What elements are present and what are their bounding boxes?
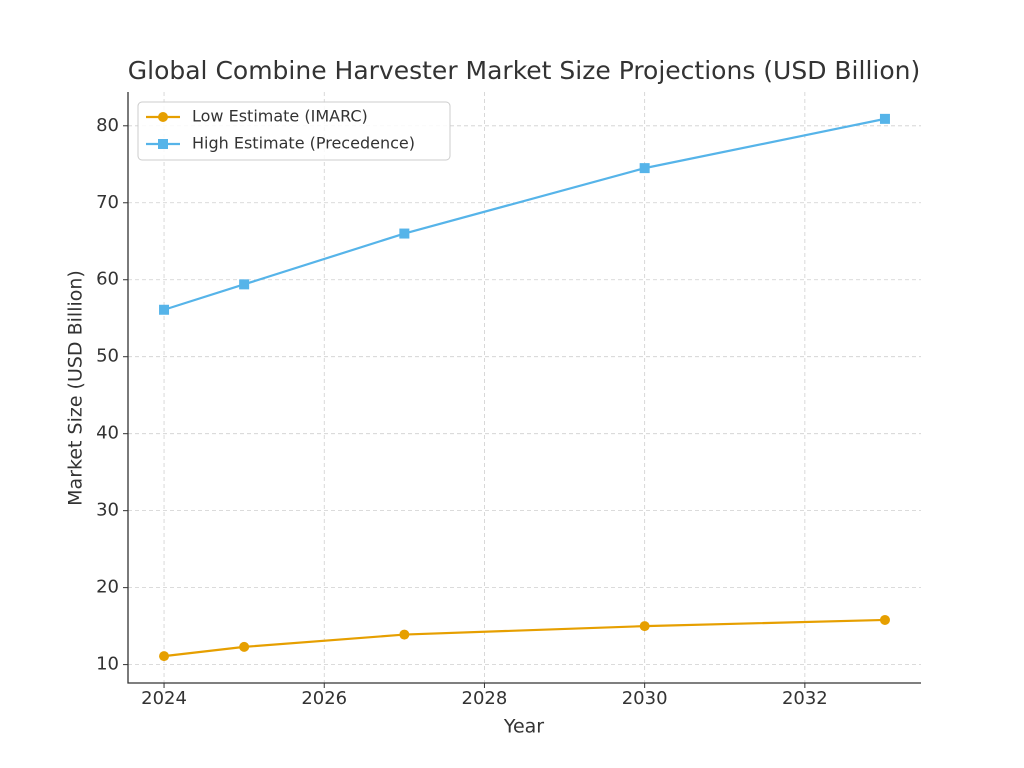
legend-box	[137, 101, 451, 161]
data-point	[159, 651, 170, 662]
y-tick-label: 70	[96, 192, 119, 213]
y-axis-label: Market Size (USD Billion)	[65, 270, 87, 506]
x-tick-label: 2024	[141, 688, 187, 709]
data-point	[399, 228, 410, 239]
x-tick-label: 2026	[301, 688, 347, 709]
legend-label: Low Estimate (IMARC)	[192, 107, 368, 126]
data-point	[239, 279, 250, 290]
legend-marker	[158, 112, 168, 122]
chart-title: Global Combine Harvester Market Size Pro…	[128, 56, 920, 85]
data-point	[239, 641, 250, 652]
series-line	[163, 618, 885, 658]
x-tick-label: 2028	[462, 688, 508, 709]
y-tick-label: 40	[96, 423, 119, 444]
data-point	[159, 304, 170, 315]
y-tick-label: 10	[96, 654, 119, 675]
data-point	[399, 629, 410, 640]
y-tick-label: 50	[96, 346, 119, 367]
x-tick-label: 2030	[622, 688, 668, 709]
data-point	[879, 614, 890, 625]
x-axis-label: Year	[503, 716, 544, 738]
data-point	[639, 621, 650, 632]
y-tick-label: 20	[96, 577, 119, 598]
legend-marker	[158, 139, 168, 149]
axes-frame	[127, 92, 921, 684]
legend-label: High Estimate (Precedence)	[192, 134, 415, 153]
y-tick-label: 30	[96, 500, 119, 521]
data-point	[639, 163, 650, 174]
x-tick-label: 2032	[782, 688, 828, 709]
y-tick-label: 80	[96, 115, 119, 136]
y-tick-label: 60	[96, 269, 119, 290]
data-point	[879, 113, 890, 124]
